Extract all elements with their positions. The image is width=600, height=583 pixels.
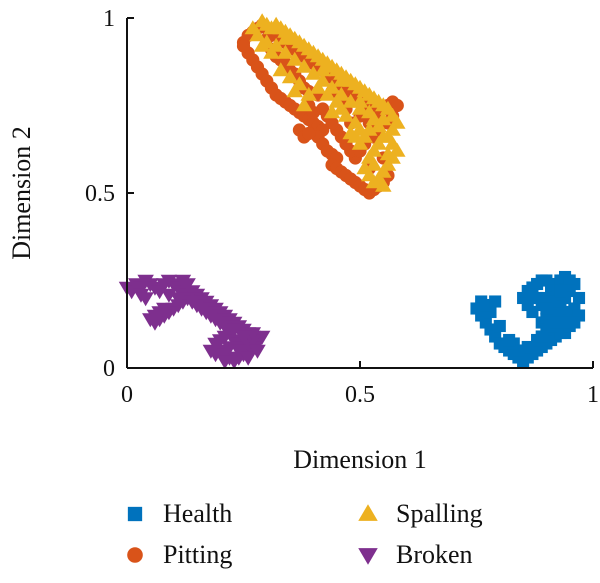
data-point-broken [249,344,266,359]
data-point-broken [170,292,187,307]
x-tick-label: 1 [587,382,599,408]
legend-marker-broken [358,548,378,565]
data-point-spalling [253,37,271,52]
legend-marker-spalling [358,504,378,521]
data-point-spalling [319,86,336,101]
data-point-broken [156,302,173,317]
legend-label-health: Health [163,499,232,528]
data-point-broken [239,351,257,366]
data-point-spalling [295,97,313,112]
data-point-spalling [309,79,327,94]
series-health [470,270,586,368]
x-ticks: 0 0.5 1 [121,361,599,408]
data-point-spalling [365,156,383,171]
legend-label-spalling: Spalling [396,499,483,528]
series-spalling [244,13,406,192]
data-point-spalling [277,44,294,59]
data-point-spalling [286,51,304,66]
legend-marker-pitting [127,547,143,563]
data-point-spalling [263,44,280,59]
data-point-broken [137,292,154,307]
data-point-health [526,288,539,301]
data-point-health [558,316,572,329]
data-point-spalling [244,20,262,35]
legend-label-broken: Broken [396,540,473,569]
data-point-pitting [302,126,316,141]
data-point-health [521,340,534,354]
data-point-health [572,291,586,305]
data-point-broken [225,323,243,338]
data-point-broken [216,355,234,370]
data-point-health [568,316,581,329]
data-point-spalling [379,146,397,161]
data-point-broken [174,274,192,289]
y-tick-label: 1 [103,6,115,32]
data-point-broken [235,330,252,345]
data-point-health [549,316,562,329]
data-point-health [540,302,553,315]
data-point-broken [230,344,248,359]
data-point-health [554,284,567,298]
x-tick-label: 0.5 [345,382,375,408]
data-point-spalling [361,121,378,136]
data-point-health [540,274,553,287]
data-point-spalling [314,62,331,77]
data-point-spalling [333,100,350,115]
data-point-pitting [236,39,251,53]
data-point-spalling [281,69,299,84]
plot-area [118,13,586,370]
x-axis-label: Dimension 1 [293,445,427,474]
data-point-health [479,298,492,312]
y-tick-label: 0 [103,356,115,382]
data-point-spalling [333,72,350,87]
data-point-spalling [300,86,317,101]
data-point-spalling [277,30,294,45]
y-ticks: 00.51 [85,6,134,382]
data-point-health [535,330,548,343]
data-point-health [489,295,502,308]
series-broken [118,274,271,370]
legend-label-pitting: Pitting [163,540,232,569]
legend-marker-health [127,506,143,522]
data-point-spalling [295,58,313,73]
data-point-pitting [390,98,404,113]
data-point-spalling [375,128,392,143]
data-point-spalling [351,93,369,108]
data-point-spalling [375,111,392,126]
data-point-health [503,333,516,347]
data-point-health [493,319,506,333]
data-point-spalling [342,125,359,140]
data-point-spalling [286,83,304,98]
legend: Health Pitting Spalling Broken [127,499,483,569]
y-tick-label: 0.5 [85,181,115,207]
y-axis-label: Dimension 2 [7,126,36,260]
x-tick-label: 0 [121,382,133,408]
axes: 0 0.5 1 00.51 [85,6,599,408]
data-point-spalling [272,62,290,77]
